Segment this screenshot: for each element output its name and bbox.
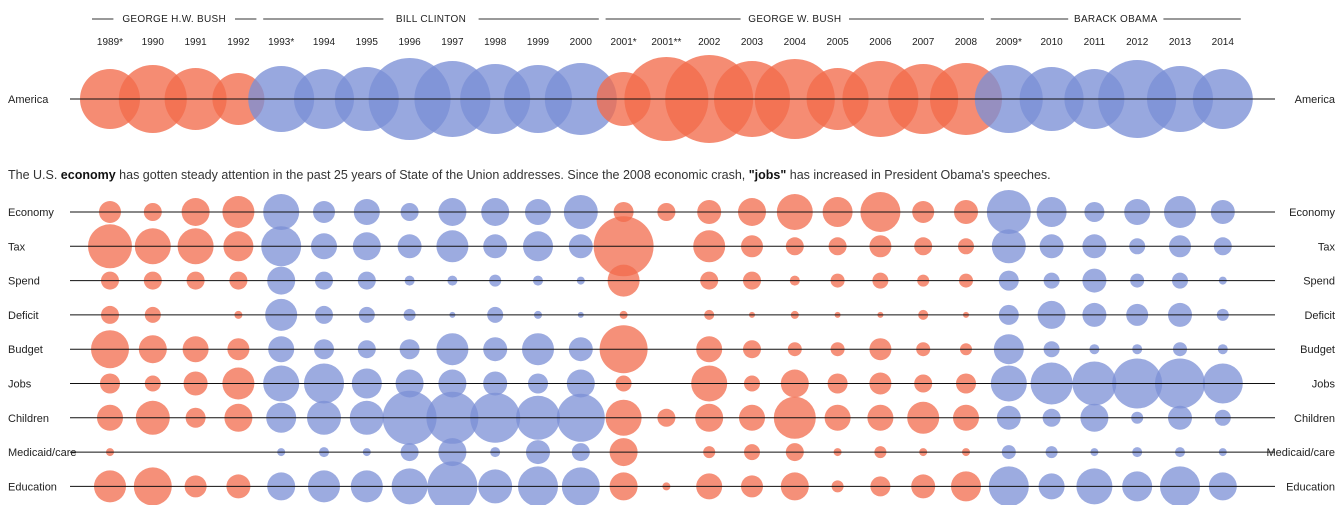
president-name: BARACK OBAMA xyxy=(1074,14,1158,25)
topic-label-left: Jobs xyxy=(8,379,32,391)
year-label: 1989* xyxy=(97,37,123,48)
year-label: 2007 xyxy=(912,37,935,48)
topic-label-right: Tax xyxy=(1318,241,1336,253)
topic-label-left: Spend xyxy=(8,276,40,288)
topic-label-left: Budget xyxy=(8,344,43,356)
america-row: America America xyxy=(8,55,1336,143)
year-label: 1994 xyxy=(313,37,336,48)
topic-label-left: Tax xyxy=(8,241,26,253)
topic-label-right: Medicaid/care xyxy=(1267,447,1335,459)
topic-label-left: Economy xyxy=(8,207,54,219)
caption-bold-jobs: "jobs" xyxy=(749,168,787,182)
topic-bubble xyxy=(518,466,558,505)
topic-row: Children Children xyxy=(8,390,1335,445)
caption-part-2: has gotten steady attention in the past … xyxy=(116,168,749,182)
year-label: 2009* xyxy=(996,37,1022,48)
topic-row: Medicaid/care Medicaid/care xyxy=(8,438,1335,467)
topic-label-right: Budget xyxy=(1300,344,1335,356)
caption-part-1: The U.S. xyxy=(8,168,61,182)
year-label: 2002 xyxy=(698,37,721,48)
year-labels: 1989* 1990 1991 1992 1993* 1994 1995 1996 1997 19… xyxy=(97,37,1234,48)
topic-bubble xyxy=(427,461,478,505)
topic-label-right: Spend xyxy=(1303,276,1335,288)
year-label: 2012 xyxy=(1126,37,1149,48)
topic-row: Jobs Jobs xyxy=(8,358,1336,409)
year-label: 1997 xyxy=(441,37,464,48)
topic-label-left: Children xyxy=(8,413,49,425)
year-label: 2008 xyxy=(955,37,978,48)
topic-row: Spend Spend xyxy=(8,264,1335,297)
president-header: GEORGE H.W. BUSH BILL CLINTON GEORGE W. BU… xyxy=(92,14,1241,25)
caption-bold-economy: economy xyxy=(61,168,116,182)
year-label: 2011 xyxy=(1084,37,1106,48)
topic-label-right: Economy xyxy=(1289,207,1335,219)
topic-label-left: Deficit xyxy=(8,310,39,322)
year-label: 2013 xyxy=(1169,37,1192,48)
topic-row: Economy Economy xyxy=(8,190,1335,234)
year-label: 2003 xyxy=(741,37,764,48)
topic-label-right: Jobs xyxy=(1312,379,1336,391)
year-label: 1995 xyxy=(356,37,379,48)
topic-label-left: Medicaid/care xyxy=(8,447,76,459)
year-label: 2014 xyxy=(1212,37,1235,48)
topic-label-right: Education xyxy=(1286,481,1335,493)
america-label-right: America xyxy=(1295,94,1336,106)
year-label: 1991 xyxy=(184,37,207,48)
topic-row: Deficit Deficit xyxy=(8,298,1335,331)
president-name: GEORGE W. BUSH xyxy=(748,14,841,25)
topic-label-left: Education xyxy=(8,481,57,493)
topic-row: Education Education xyxy=(8,461,1335,505)
topic-label-right: Children xyxy=(1294,413,1335,425)
year-label: 2005 xyxy=(826,37,849,48)
year-label: 2004 xyxy=(784,37,807,48)
president-name: GEORGE H.W. BUSH xyxy=(122,14,226,25)
topic-bubble xyxy=(988,466,1029,505)
caption-part-3: has increased in President Obama's speec… xyxy=(786,168,1050,182)
topic-label-right: Deficit xyxy=(1304,310,1335,322)
topic-row: Budget Budget xyxy=(8,325,1335,374)
year-label: 1990 xyxy=(142,37,165,48)
year-label: 1992 xyxy=(227,37,250,48)
topic-row: Tax Tax xyxy=(8,216,1336,277)
year-label: 2000 xyxy=(570,37,593,48)
year-label: 1993* xyxy=(268,37,294,48)
year-label: 1999 xyxy=(527,37,550,48)
year-label: 1996 xyxy=(398,37,421,48)
year-label: 2010 xyxy=(1040,37,1063,48)
year-label: 2001* xyxy=(611,37,637,48)
chart-caption: The U.S. economy has gotten steady atten… xyxy=(8,168,1051,182)
year-label: 1998 xyxy=(484,37,507,48)
year-label: 2001** xyxy=(651,37,681,48)
president-name: BILL CLINTON xyxy=(396,14,466,25)
topic-bubble xyxy=(1160,466,1200,505)
year-label: 2006 xyxy=(869,37,892,48)
america-label-left: America xyxy=(8,94,49,106)
